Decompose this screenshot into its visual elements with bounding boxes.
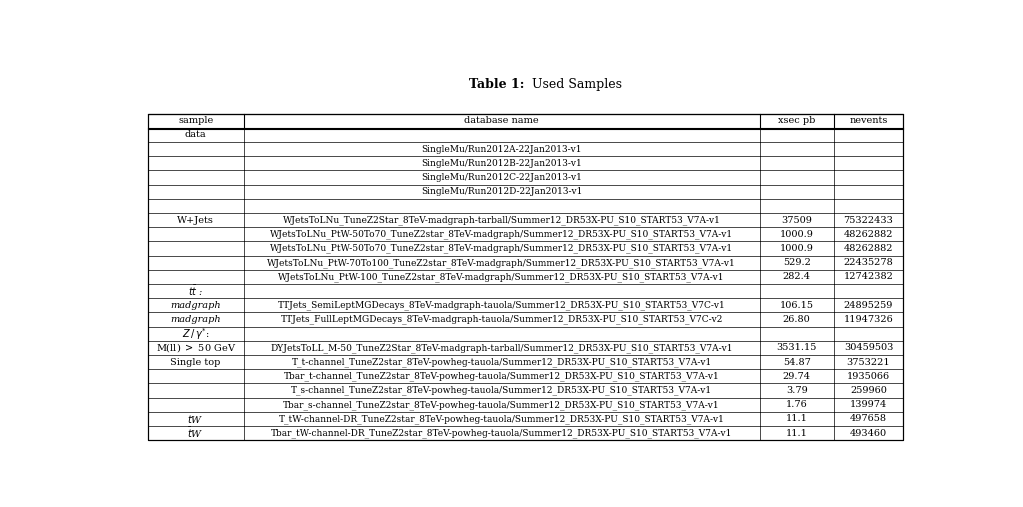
Text: 493460: 493460 [850,429,887,438]
Text: Used Samples: Used Samples [525,79,622,91]
Text: 37509: 37509 [782,215,812,225]
Text: Single top: Single top [171,357,221,367]
Text: WJetsToLNu_PtW-50To70_TuneZ2star_8TeV-madgraph/Summer12_DR53X-PU_S10_START53_V7A: WJetsToLNu_PtW-50To70_TuneZ2star_8TeV-ma… [270,244,733,254]
Text: 1000.9: 1000.9 [780,230,813,239]
Text: 29.74: 29.74 [783,372,810,381]
Text: 26.80: 26.80 [783,315,810,324]
Text: T_tW-channel-DR_TuneZ2star_8TeV-powheg-tauola/Summer12_DR53X-PU_S10_START53_V7A-: T_tW-channel-DR_TuneZ2star_8TeV-powheg-t… [278,414,724,424]
Text: 259960: 259960 [850,386,887,395]
Text: WJetsToLNu_PtW-70To100_TuneZ2star_8TeV-madgraph/Summer12_DR53X-PU_S10_START53_V7: WJetsToLNu_PtW-70To100_TuneZ2star_8TeV-m… [267,258,737,268]
Text: sample: sample [178,116,214,125]
Text: 54.87: 54.87 [783,357,810,367]
Text: 75322433: 75322433 [844,215,893,225]
Text: 11.1: 11.1 [786,429,808,438]
Text: 497658: 497658 [850,415,887,423]
Text: 1000.9: 1000.9 [780,244,813,253]
Text: $\bar{t}$W: $\bar{t}$W [187,426,204,440]
Text: TTJets_FullLeptMGDecays_8TeV-madgraph-tauola/Summer12_DR53X-PU_S10_START53_V7C-v: TTJets_FullLeptMGDecays_8TeV-madgraph-ta… [280,315,723,324]
Text: 3531.15: 3531.15 [776,343,817,352]
Text: 282.4: 282.4 [783,272,810,281]
Text: 1.76: 1.76 [786,401,807,409]
Text: madgraph: madgraph [171,301,221,310]
Text: SingleMu/Run2012A-22Jan2013-v1: SingleMu/Run2012A-22Jan2013-v1 [421,144,582,154]
Text: WJetsToLNu_TuneZ2Star_8TeV-madgraph-tarball/Summer12_DR53X-PU_S10_START53_V7A-v1: WJetsToLNu_TuneZ2Star_8TeV-madgraph-tarb… [282,215,720,225]
Text: 3.79: 3.79 [786,386,807,395]
Text: 22435278: 22435278 [844,258,893,267]
Text: 48262882: 48262882 [844,230,893,239]
Text: $t\bar{t}$ :: $t\bar{t}$ : [188,284,204,298]
Text: 1935066: 1935066 [847,372,890,381]
Text: madgraph: madgraph [171,315,221,324]
Text: 139974: 139974 [850,401,887,409]
Text: nevents: nevents [849,116,888,125]
Text: data: data [185,130,207,139]
Text: SingleMu/Run2012D-22Jan2013-v1: SingleMu/Run2012D-22Jan2013-v1 [421,187,582,196]
Text: Tbar_s-channel_TuneZ2star_8TeV-powheg-tauola/Summer12_DR53X-PU_S10_START53_V7A-v: Tbar_s-channel_TuneZ2star_8TeV-powheg-ta… [283,400,720,410]
Text: 24895259: 24895259 [844,301,893,310]
Text: Table 1:: Table 1: [469,79,525,91]
Text: $Z\,/\,\gamma^{*}$:: $Z\,/\,\gamma^{*}$: [182,326,210,342]
Text: T_t-channel_TuneZ2star_8TeV-powheg-tauola/Summer12_DR53X-PU_S10_START53_V7A-v1: T_t-channel_TuneZ2star_8TeV-powheg-tauol… [292,357,712,367]
Text: TTJets_SemiLeptMGDecays_8TeV-madgraph-tauola/Summer12_DR53X-PU_S10_START53_V7C-v: TTJets_SemiLeptMGDecays_8TeV-madgraph-ta… [278,301,725,310]
Text: xsec pb: xsec pb [779,116,815,125]
Text: SingleMu/Run2012C-22Jan2013-v1: SingleMu/Run2012C-22Jan2013-v1 [421,173,582,182]
Text: 11.1: 11.1 [786,415,808,423]
Text: W+Jets: W+Jets [177,215,214,225]
Text: 30459503: 30459503 [844,343,893,352]
Text: SingleMu/Run2012B-22Jan2013-v1: SingleMu/Run2012B-22Jan2013-v1 [421,159,582,168]
Text: 12742382: 12742382 [844,272,893,281]
Text: Tbar_tW-channel-DR_TuneZ2star_8TeV-powheg-tauola/Summer12_DR53X-PU_S10_START53_V: Tbar_tW-channel-DR_TuneZ2star_8TeV-powhe… [271,428,732,438]
Text: Tbar_t-channel_TuneZ2star_8TeV-powheg-tauola/Summer12_DR53X-PU_S10_START53_V7A-v: Tbar_t-channel_TuneZ2star_8TeV-powheg-ta… [283,372,719,381]
Text: WJetsToLNu_PtW-100_TuneZ2star_8TeV-madgraph/Summer12_DR53X-PU_S10_START53_V7A-v1: WJetsToLNu_PtW-100_TuneZ2star_8TeV-madgr… [278,272,725,282]
Text: 3753221: 3753221 [847,357,890,367]
Bar [147,114,903,440]
Text: 11947326: 11947326 [844,315,893,324]
Text: 48262882: 48262882 [844,244,893,253]
Text: DYJetsToLL_M-50_TuneZ2Star_8TeV-madgraph-tarball/Summer12_DR53X-PU_S10_START53_V: DYJetsToLL_M-50_TuneZ2Star_8TeV-madgraph… [270,343,732,353]
Text: T_s-channel_TuneZ2star_8TeV-powheg-tauola/Summer12_DR53X-PU_S10_START53_V7A-v1: T_s-channel_TuneZ2star_8TeV-powheg-tauol… [292,386,712,395]
Text: 106.15: 106.15 [780,301,813,310]
Bar [147,114,903,440]
Text: WJetsToLNu_PtW-50To70_TuneZ2star_8TeV-madgraph/Summer12_DR53X-PU_S10_START53_V7A: WJetsToLNu_PtW-50To70_TuneZ2star_8TeV-ma… [270,230,733,239]
Text: M(ll) $>$ 50 GeV: M(ll) $>$ 50 GeV [155,342,235,354]
Text: database name: database name [464,116,539,125]
Text: 529.2: 529.2 [783,258,810,267]
Text: $t$W: $t$W [187,413,204,425]
